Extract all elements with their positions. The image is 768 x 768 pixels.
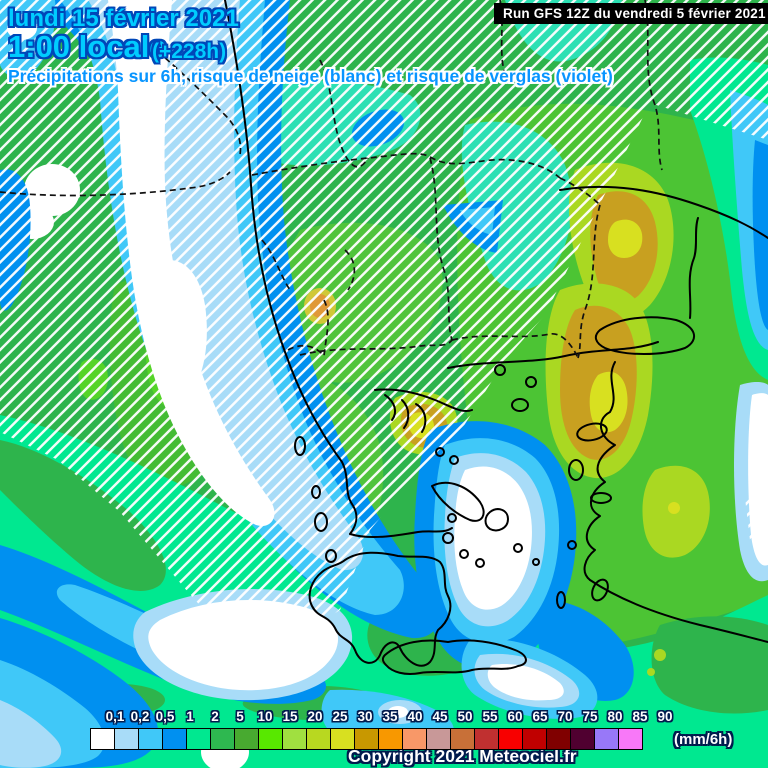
forecast-date: lundi 15 février 2021 [8,5,239,32]
legend-tick: 45 [432,709,448,724]
legend-swatch [594,728,619,750]
forecast-time: 1:00 locale [8,29,167,64]
legend-tick: 1 [186,709,194,724]
legend-swatch [498,728,523,750]
legend-swatch [162,728,187,750]
legend-tick: 40 [407,709,423,724]
legend-swatch [402,728,427,750]
legend-tick: 0,5 [155,709,175,724]
legend-swatch [618,728,643,750]
legend-tick-row: 0,1 0,2 0,5 1 2 5 10 15 20 25 30 35 40 45 50 55 60 65 70 75… [90,709,768,725]
legend-swatch [138,728,163,750]
legend-swatch [234,728,259,750]
legend-swatch [426,728,451,750]
legend-tick: 35 [382,709,398,724]
legend-swatch [546,728,571,750]
legend-swatch [474,728,499,750]
legend-tick: 2 [211,709,219,724]
legend-tick: 25 [332,709,348,724]
model-run-info: Run GFS 12Z du vendredi 5 février 2021 [494,3,768,24]
legend-swatch [354,728,379,750]
legend-tick: 0,2 [130,709,150,724]
legend-tick: 50 [457,709,473,724]
snow-hatch-overlay [0,0,768,650]
legend-swatch [186,728,211,750]
legend-swatch [90,728,115,750]
legend-swatch [282,728,307,750]
legend-tick: 0,1 [105,709,125,724]
copyright-notice: Copyright 2021 Meteociel.fr [348,746,577,766]
legend-tick: 20 [307,709,323,724]
legend-swatch-row [90,728,643,750]
legend-swatch [522,728,547,750]
legend-swatch [306,728,331,750]
legend-swatch [330,728,355,750]
legend-tick: 75 [582,709,598,724]
legend-tick: 80 [607,709,623,724]
legend-swatch [378,728,403,750]
legend-tick: 15 [282,709,298,724]
legend: 0,1 0,2 0,5 1 2 5 10 15 20 25 30 35 40 45 50 55 60 65 70 75… [90,709,768,755]
legend-swatch [258,728,283,750]
legend-tick: 5 [236,709,244,724]
legend-tick: 65 [532,709,548,724]
legend-tick: 85 [632,709,648,724]
legend-tick: 90 [657,709,673,724]
country-borders [0,0,663,359]
legend-tick: 10 [257,709,273,724]
legend-swatch [210,728,235,750]
legend-tick: 70 [557,709,573,724]
coastlines [224,0,768,675]
forecast-hour-offset: (+228h) [152,40,227,63]
legend-swatch [114,728,139,750]
legend-tick: 30 [357,709,373,724]
legend-tick: 60 [507,709,523,724]
legend-tick: 55 [482,709,498,724]
legend-swatch [570,728,595,750]
legend-swatch [450,728,475,750]
map-subtitle: Précipitations sur 6h, risque de neige (… [8,66,613,86]
legend-unit-label: (mm/6h) [674,731,733,748]
